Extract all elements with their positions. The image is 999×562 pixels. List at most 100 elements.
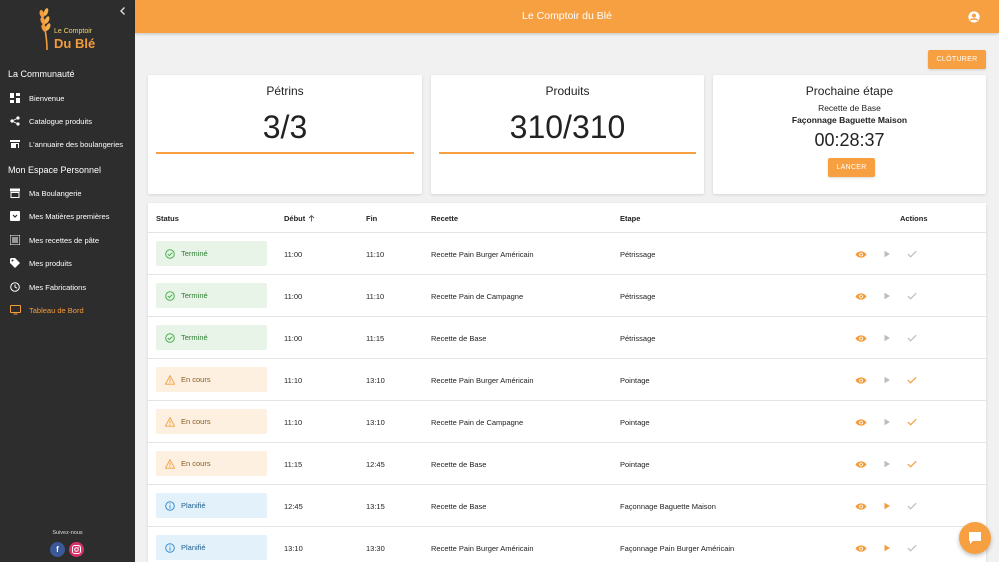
chevron-left-icon[interactable] [117,6,129,18]
view-eye-icon[interactable] [855,248,867,260]
check-icon[interactable] [906,416,918,428]
logo[interactable]: Le Comptoir Du Blé [36,6,100,52]
play-icon[interactable] [881,290,893,302]
play-icon[interactable] [881,500,893,512]
play-icon[interactable] [881,542,893,554]
view-eye-icon[interactable] [855,332,867,344]
progress-bar [156,152,414,154]
cell-fin: 11:15 [366,334,385,343]
cell-debut: 11:00 [284,292,303,301]
fabrication-table: Status Début Fin Recette Etape Actions T… [148,203,986,562]
progress-fill [439,152,696,154]
play-icon[interactable] [881,416,893,428]
check-circle-icon [156,332,181,343]
sidebar-item-label: Bienvenue [29,93,65,103]
sidebar-item-label: Tableau de Bord [29,305,84,315]
view-eye-icon[interactable] [855,374,867,386]
sidebar-item-boulangerie[interactable]: Ma Boulangerie [0,183,135,203]
cell-recette: Recette de Base [431,460,487,469]
top-bar: Le Comptoir du Blé [135,0,999,33]
play-icon[interactable] [881,458,893,470]
card-produits: Produits 310/310 [431,75,704,194]
logo-line1: Le Comptoir [54,28,93,35]
cell-etape: Façonnage Pain Burger Américain [620,544,735,553]
header-recette[interactable]: Recette [431,214,459,223]
header-etape[interactable]: Etape [620,214,641,223]
inventory-icon [9,210,21,222]
sidebar-item-label: Ma Boulangerie [29,188,82,198]
check-icon[interactable] [906,290,918,302]
next-step: Façonnage Baguette Maison [791,115,908,125]
sidebar-item-catalogue[interactable]: Catalogue produits [0,111,135,131]
clock-icon [9,281,21,293]
card-title: Prochaine étape [805,84,894,98]
table-row: En cours 11:10 13:10 Recette Pain Burger Am… [148,358,986,400]
view-eye-icon[interactable] [855,500,867,512]
status-badge: Terminé [156,283,267,308]
sidebar-item-produits[interactable]: Mes produits [0,253,135,273]
view-eye-icon[interactable] [855,416,867,428]
view-eye-icon[interactable] [855,290,867,302]
header-status[interactable]: Status [156,214,179,223]
play-icon[interactable] [881,374,893,386]
warning-icon [156,416,181,427]
cell-fin: 13:10 [366,376,385,385]
sidebar-item-label: L'annuaire des boulangeries [29,139,124,149]
sidebar-item-bienvenue[interactable]: Bienvenue [0,88,135,108]
sidebar-item-label: Mes produits [29,258,72,268]
header-fin[interactable]: Fin [366,214,378,223]
cell-etape: Pointage [620,418,650,427]
sidebar-item-annuaire[interactable]: L'annuaire des boulangeries [0,134,135,154]
header-debut[interactable]: Début [284,214,315,223]
check-icon[interactable] [906,374,918,386]
section-communaute: La Communauté [8,69,75,79]
dashboard-icon [9,92,21,104]
wheat-icon [39,8,51,50]
status-badge: En cours [156,367,267,392]
sidebar-item-matieres[interactable]: Mes Matières premières [0,206,135,226]
lancer-button[interactable]: LANCER [828,158,875,177]
check-icon[interactable] [906,542,918,554]
play-icon[interactable] [881,332,893,344]
status-text: Terminé [181,333,208,342]
status-badge: Planifié [156,535,267,560]
status-text: En cours [181,417,211,426]
countdown-timer: 00:28:37 [814,130,885,150]
sidebar-item-fabrications[interactable]: Mes Fabrications [0,277,135,297]
cloturer-button[interactable]: CLÔTURER [928,50,986,69]
sidebar-item-label: Mes Matières premières [29,211,110,221]
cell-debut: 11:10 [284,418,303,427]
check-icon[interactable] [906,332,918,344]
chat-button[interactable] [959,522,991,554]
table-row: Terminé 11:00 11:15 Recette de Base Pétrissa… [148,316,986,358]
sidebar-item-label: Mes recettes de pâte [29,235,100,245]
cell-recette: Recette de Base [431,334,487,343]
cell-fin: 12:45 [366,460,385,469]
check-icon[interactable] [906,500,918,512]
play-icon[interactable] [881,248,893,260]
sidebar-item-tableau[interactable]: Tableau de Bord [0,300,135,320]
status-text: En cours [181,459,211,468]
cell-debut: 12:45 [284,502,303,511]
cell-debut: 11:00 [284,334,303,343]
check-icon[interactable] [906,458,918,470]
warning-icon [156,374,181,385]
instagram-icon[interactable] [69,542,84,557]
cell-debut: 11:10 [284,376,303,385]
facebook-icon[interactable]: f [50,542,65,557]
status-badge: Terminé [156,325,267,350]
sidebar-item-recettes[interactable]: Mes recettes de pâte [0,230,135,250]
view-eye-icon[interactable] [855,542,867,554]
next-recipe: Recette de Base [818,103,881,113]
check-icon[interactable] [906,248,918,260]
table-row: Terminé 11:00 11:10 Recette Pain Burger Amé… [148,232,986,274]
account-icon[interactable] [968,10,980,23]
cell-etape: Pétrissage [620,292,656,301]
cell-etape: Pointage [620,460,650,469]
card-petrins: Pétrins 3/3 [148,75,422,194]
follow-label: Suivez-nous [52,530,83,536]
progress-fill [156,152,414,154]
view-eye-icon[interactable] [855,458,867,470]
share-icon [9,115,21,127]
cell-fin: 13:15 [366,502,385,511]
